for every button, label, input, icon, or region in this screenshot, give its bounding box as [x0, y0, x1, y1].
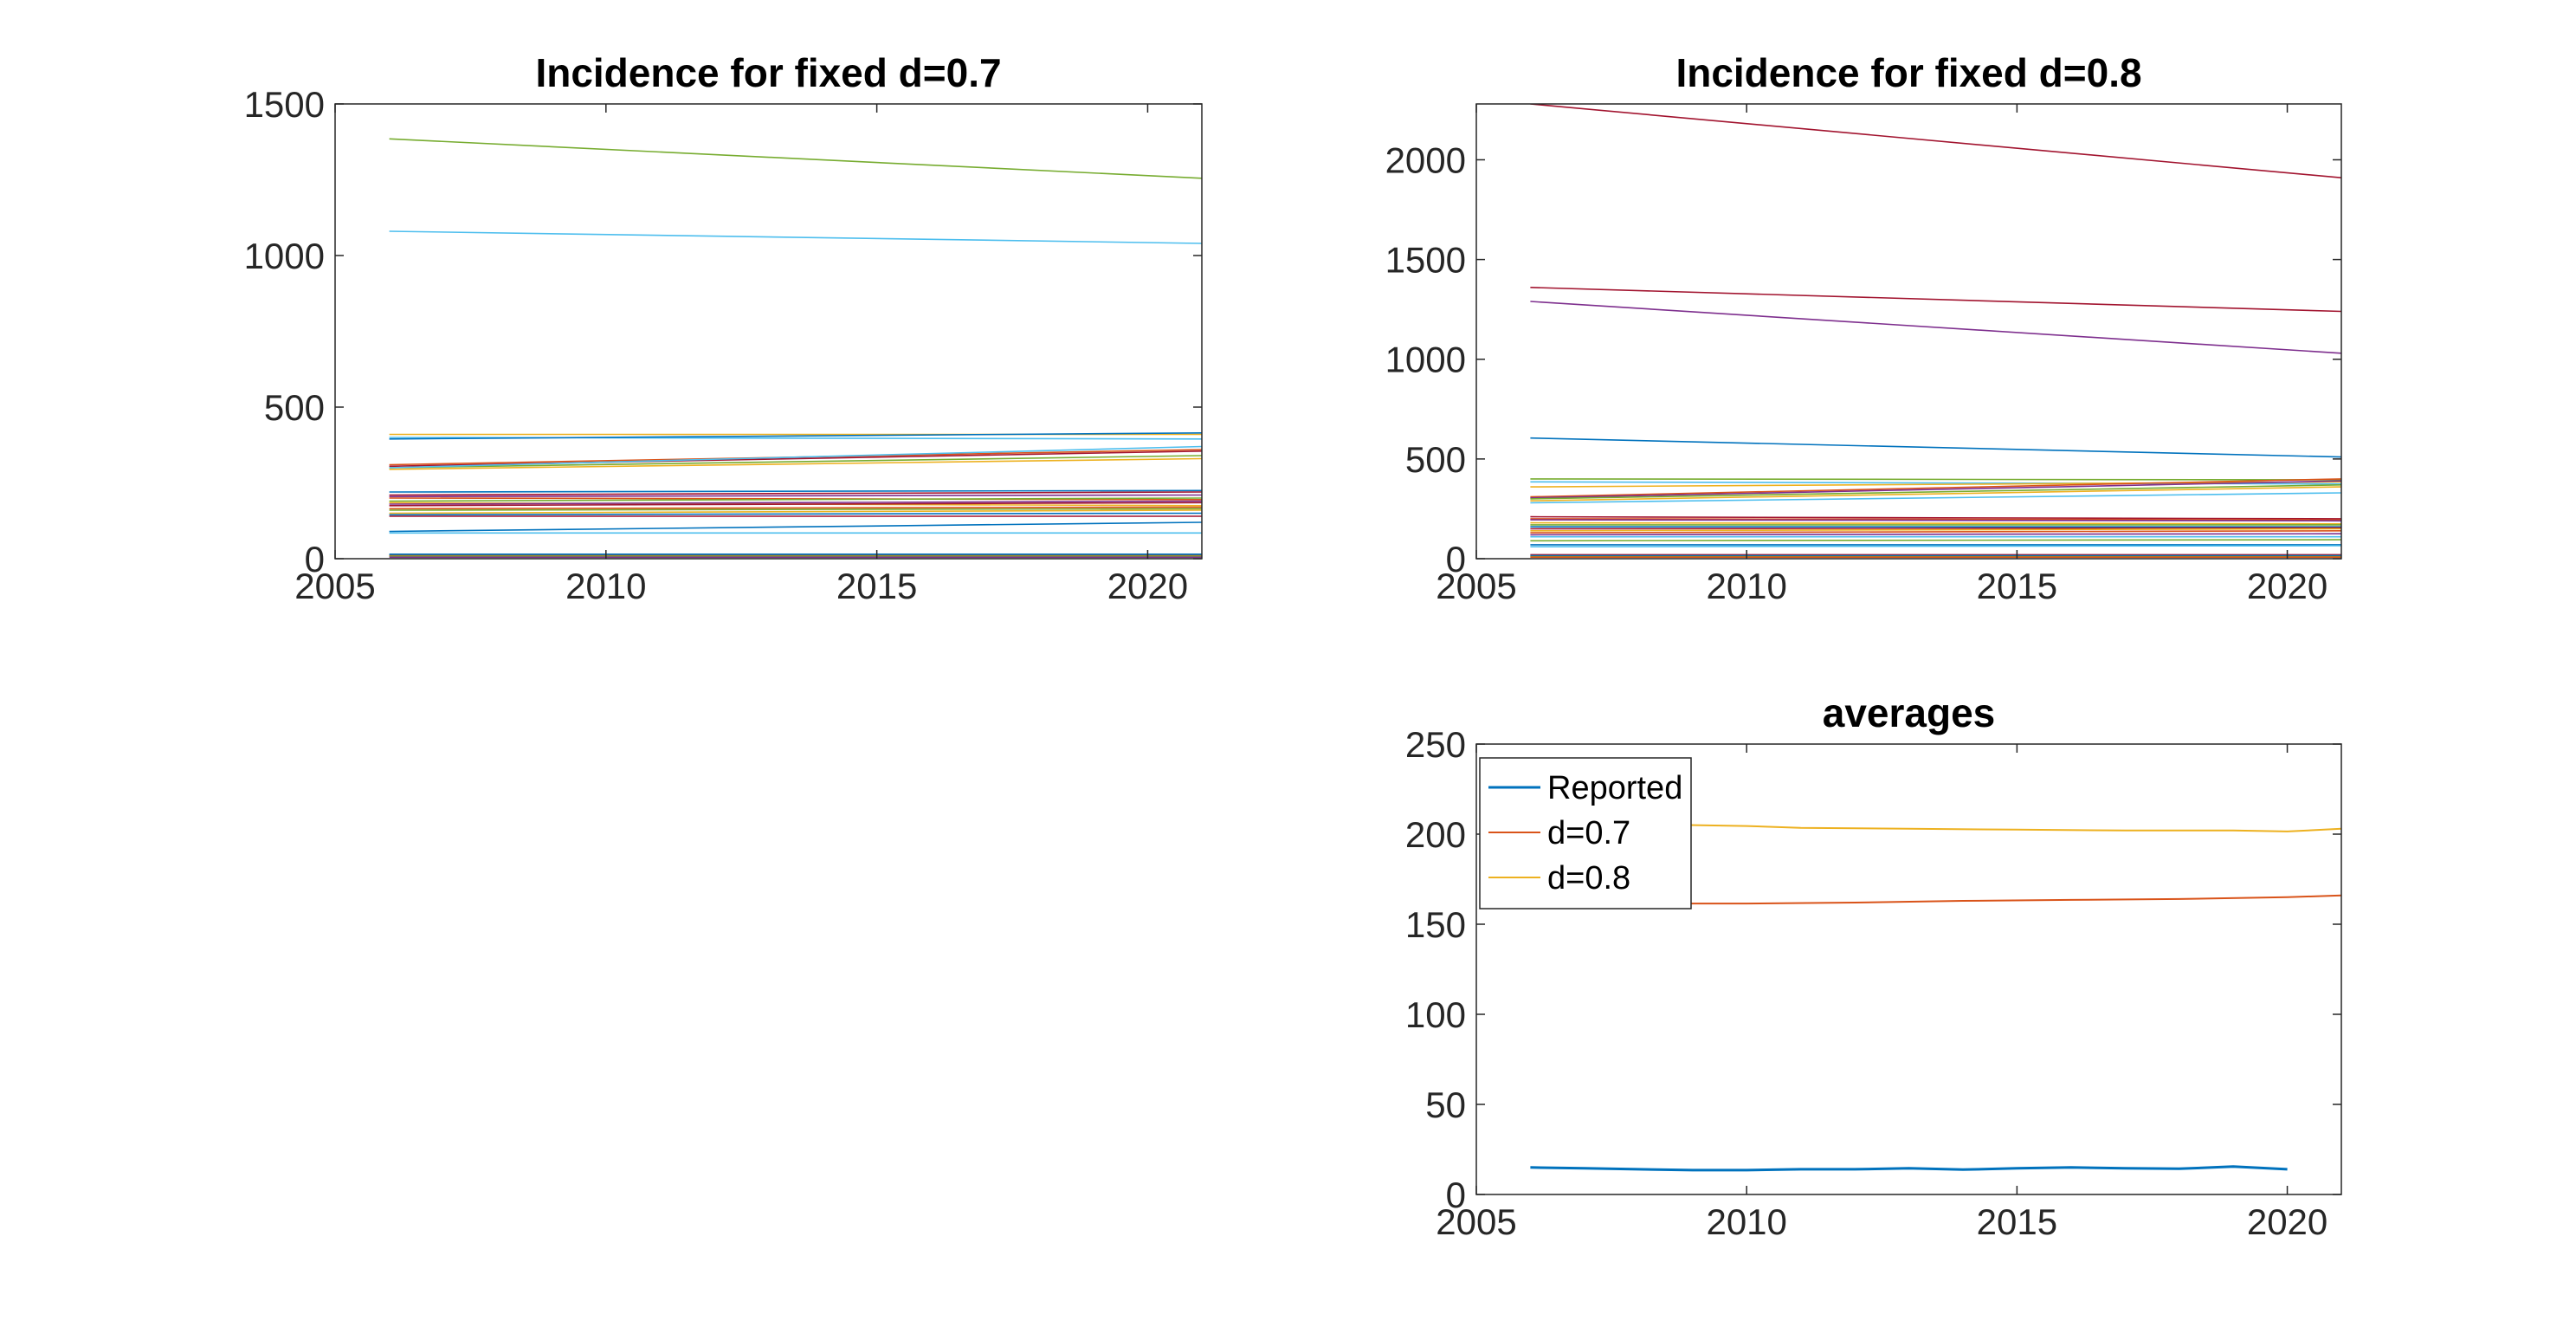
- x-tick-label: 2005: [294, 566, 375, 606]
- series-line: [389, 138, 1202, 179]
- series-line: [389, 509, 1202, 515]
- series-group: [1530, 104, 2341, 559]
- series-line: [389, 455, 1202, 469]
- series-line: [1530, 437, 2341, 458]
- series-line: [389, 508, 1202, 511]
- series-line: [389, 502, 1202, 507]
- series-line: [389, 445, 1202, 469]
- series-line: [1530, 515, 2341, 520]
- series-line: [1530, 545, 2341, 548]
- series-line: [1530, 486, 2341, 502]
- legend-label: d=0.8: [1547, 860, 1630, 897]
- series-line: [1530, 287, 2341, 313]
- y-tick-label: 200: [1405, 814, 1466, 855]
- y-tick-label: 50: [1425, 1084, 1466, 1125]
- y-tick-label: 500: [264, 387, 325, 428]
- series-line: [389, 521, 1202, 533]
- series-line: [389, 489, 1202, 493]
- y-tick-label: 150: [1405, 904, 1466, 945]
- series-line-d-0-8: [1530, 822, 2341, 832]
- y-tick-label: 0: [1446, 539, 1466, 579]
- axes-box: [1475, 103, 2342, 560]
- x-tick-label: 2020: [2247, 566, 2327, 606]
- series-line: [1530, 301, 2341, 354]
- series-line: [1530, 528, 2341, 532]
- axes-box: [334, 103, 1203, 560]
- series-line: [389, 457, 1202, 470]
- x-tick-label: 2010: [565, 566, 646, 606]
- series-line: [389, 512, 1202, 516]
- x-tick-label: 2015: [836, 566, 917, 606]
- series-line: [389, 497, 1202, 501]
- chart-title: Incidence for fixed d=0.8: [1675, 50, 2141, 95]
- series-line: [389, 500, 1202, 505]
- x-tick-label: 2020: [2247, 1201, 2327, 1242]
- series-line: [389, 432, 1202, 440]
- y-tick-label: 1000: [1385, 340, 1466, 380]
- series-line: [389, 506, 1202, 510]
- chart-p2: 2005 2010 2015 2020 0 500 1000 1500 2000 Incidenc…: [1385, 50, 2342, 606]
- series-line: [1530, 521, 2341, 525]
- series-line: [1530, 104, 2341, 178]
- series-line: [1530, 480, 2341, 499]
- series-line: [1530, 492, 2341, 504]
- chart-p3: 2005 2010 2015 2020 0 50 100 150 200 250 averages R…: [1405, 690, 2342, 1242]
- series-line: [1530, 518, 2341, 521]
- legend-label: d=0.7: [1547, 815, 1630, 851]
- x-tick-label: 2020: [1107, 566, 1188, 606]
- chart-title: averages: [1823, 690, 1996, 735]
- series-line: [389, 491, 1202, 496]
- legend-label: Reported: [1547, 770, 1682, 806]
- x-tick-label: 2015: [1977, 1201, 2057, 1242]
- series-line: [389, 494, 1202, 498]
- y-tick-label: 1500: [244, 84, 325, 125]
- x-tick-label: 2010: [1706, 1201, 1786, 1242]
- chart-title: Incidence for fixed d=0.7: [535, 50, 1001, 95]
- series-line: [1530, 539, 2341, 542]
- series-line: [1530, 529, 2341, 534]
- series-line: [389, 230, 1202, 244]
- y-tick-label: 100: [1405, 994, 1466, 1035]
- y-tick-label: 500: [1405, 439, 1466, 480]
- series-line: [389, 497, 1202, 502]
- legend: Reported d=0.7 d=0.8: [1479, 757, 1692, 910]
- x-tick-label: 2005: [1436, 566, 1516, 606]
- axes-box: [1475, 743, 2342, 1195]
- y-tick-label: 0: [305, 539, 325, 579]
- x-tick-label: 2010: [1706, 566, 1786, 606]
- y-tick-label: 1000: [244, 236, 325, 276]
- x-tick-label: 2005: [1436, 1201, 1516, 1242]
- series-line: [1530, 478, 2341, 498]
- chart-p1: 2005 2010 2015 2020 0 500 1000 1500 Incidence fo…: [244, 50, 1203, 606]
- series-group: [389, 138, 1202, 559]
- y-tick-label: 2000: [1385, 139, 1466, 180]
- y-tick-label: 250: [1405, 724, 1466, 765]
- series-line: [1530, 478, 2341, 481]
- series-line-reported: [1530, 1165, 2288, 1172]
- y-tick-label: 0: [1446, 1175, 1466, 1215]
- series-line: [1530, 481, 2341, 488]
- x-tick-label: 2015: [1977, 566, 2057, 606]
- series-line: [1530, 519, 2341, 522]
- y-tick-label: 1500: [1385, 240, 1466, 281]
- series-line: [1530, 484, 2341, 500]
